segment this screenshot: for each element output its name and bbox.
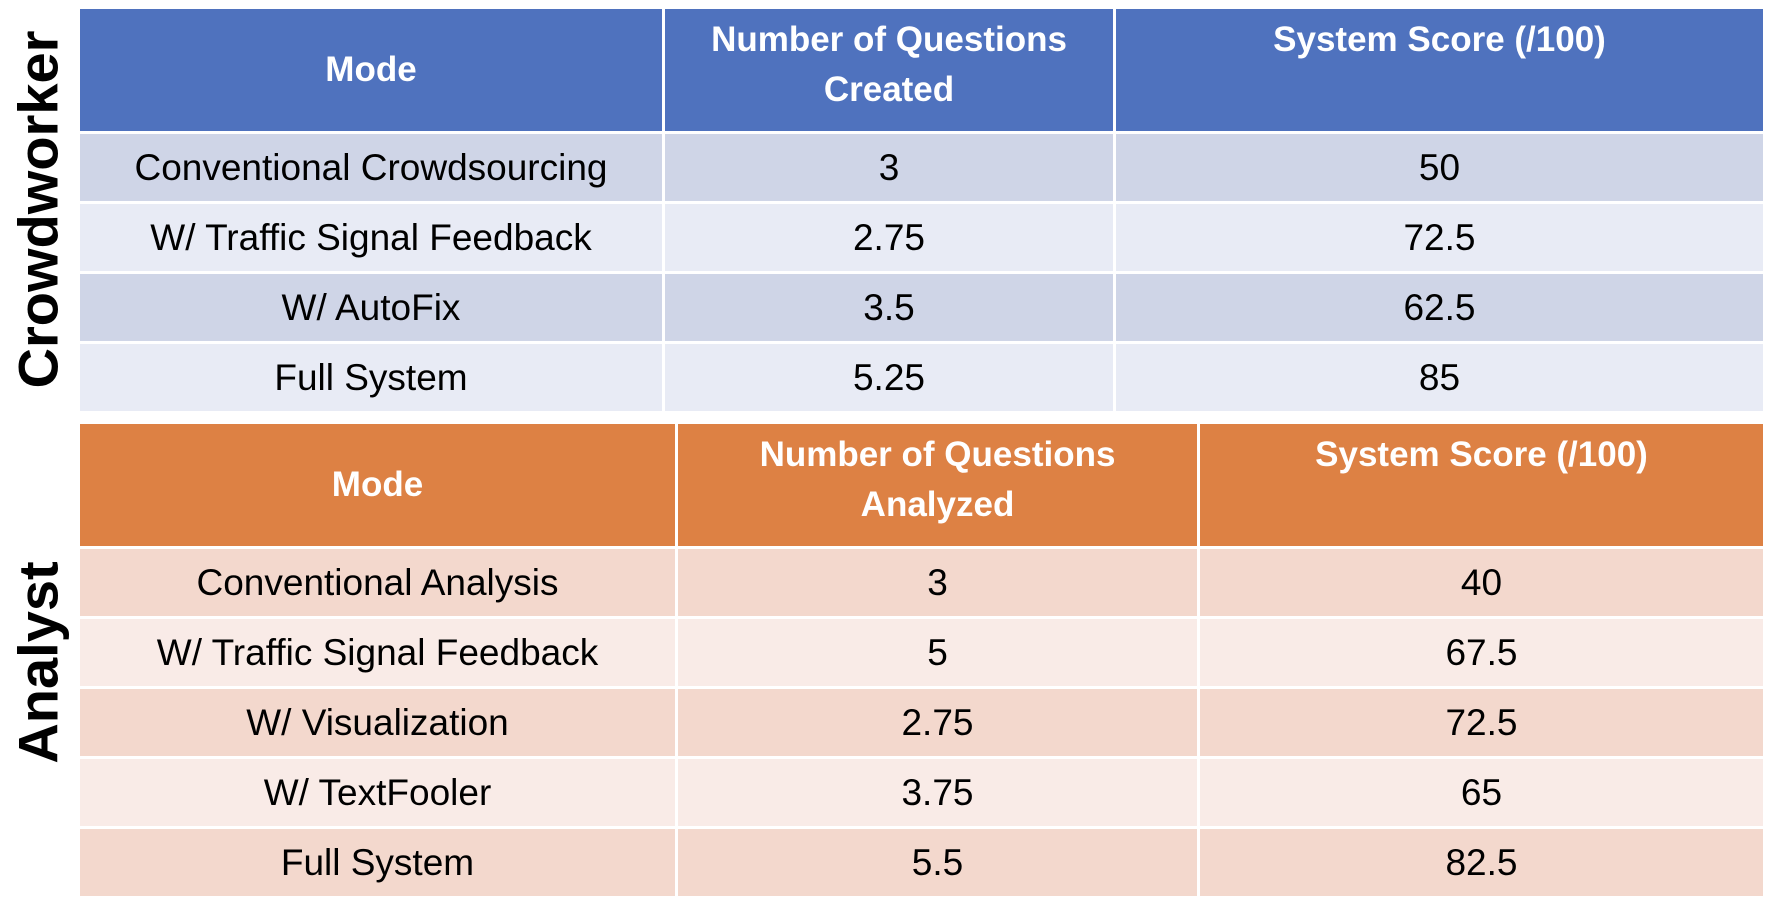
score-cell: 67.5 bbox=[1197, 616, 1766, 689]
analyst-header-row: Mode Number of Questions Analyzed System… bbox=[77, 421, 1766, 549]
analyst-header-mode: Mode bbox=[77, 421, 678, 549]
crowdworker-header-count-line1: Number of Questions bbox=[711, 20, 1067, 59]
table-row: W/ Visualization 2.75 72.5 bbox=[77, 686, 1766, 759]
mode-cell: W/ Traffic Signal Feedback bbox=[77, 201, 665, 274]
analyst-label-text: Analyst bbox=[6, 560, 70, 764]
crowdworker-header-score: System Score (/100) bbox=[1113, 6, 1766, 134]
analyst-header-count-line1: Number of Questions bbox=[759, 435, 1116, 474]
count-cell: 3.75 bbox=[675, 756, 1200, 829]
score-cell: 50 bbox=[1113, 131, 1766, 204]
table-row: W/ TextFooler 3.75 65 bbox=[77, 756, 1766, 829]
count-cell: 5 bbox=[675, 616, 1200, 689]
mode-cell: Full System bbox=[77, 826, 678, 899]
crowdworker-label-text: Crowdworker bbox=[6, 30, 70, 388]
mode-cell: W/ TextFooler bbox=[77, 756, 678, 829]
mode-cell: Full System bbox=[77, 341, 665, 414]
score-cell: 62.5 bbox=[1113, 271, 1766, 344]
count-cell: 2.75 bbox=[675, 686, 1200, 759]
mode-cell: W/ Traffic Signal Feedback bbox=[77, 616, 678, 689]
table-row: W/ Traffic Signal Feedback 2.75 72.5 bbox=[77, 201, 1766, 274]
table-row: Full System 5.5 82.5 bbox=[77, 826, 1766, 899]
score-cell: 72.5 bbox=[1113, 201, 1766, 274]
count-cell: 3.5 bbox=[662, 271, 1116, 344]
score-cell: 82.5 bbox=[1197, 826, 1766, 899]
table-row: Conventional Analysis 3 40 bbox=[77, 546, 1766, 619]
table-row: W/ Traffic Signal Feedback 5 67.5 bbox=[77, 616, 1766, 689]
table-row: W/ AutoFix 3.5 62.5 bbox=[77, 271, 1766, 344]
crowdworker-side-label: Crowdworker bbox=[6, 8, 70, 410]
analyst-header-count-line2: Analyzed bbox=[860, 485, 1015, 524]
crowdworker-header-row: Mode Number of Questions Created System … bbox=[77, 6, 1766, 134]
analyst-side-label: Analyst bbox=[6, 422, 70, 902]
table-row: Conventional Crowdsourcing 3 50 bbox=[77, 131, 1766, 204]
analyst-table: Mode Number of Questions Analyzed System… bbox=[77, 421, 1766, 899]
score-cell: 40 bbox=[1197, 546, 1766, 619]
count-cell: 5.5 bbox=[675, 826, 1200, 899]
crowdworker-header-count-line2: Created bbox=[823, 70, 955, 109]
crowdworker-header-mode: Mode bbox=[77, 6, 665, 134]
crowdworker-table: Mode Number of Questions Created System … bbox=[77, 6, 1766, 414]
count-cell: 2.75 bbox=[662, 201, 1116, 274]
mode-cell: W/ AutoFix bbox=[77, 271, 665, 344]
mode-cell: Conventional Crowdsourcing bbox=[77, 131, 665, 204]
score-cell: 85 bbox=[1113, 341, 1766, 414]
crowdworker-header-count: Number of Questions Created bbox=[662, 6, 1116, 134]
score-cell: 72.5 bbox=[1197, 686, 1766, 759]
mode-cell: W/ Visualization bbox=[77, 686, 678, 759]
score-cell: 65 bbox=[1197, 756, 1766, 829]
count-cell: 3 bbox=[662, 131, 1116, 204]
mode-cell: Conventional Analysis bbox=[77, 546, 678, 619]
count-cell: 5.25 bbox=[662, 341, 1116, 414]
count-cell: 3 bbox=[675, 546, 1200, 619]
analyst-header-count: Number of Questions Analyzed bbox=[675, 421, 1200, 549]
table-row: Full System 5.25 85 bbox=[77, 341, 1766, 414]
analyst-header-score: System Score (/100) bbox=[1197, 421, 1766, 549]
